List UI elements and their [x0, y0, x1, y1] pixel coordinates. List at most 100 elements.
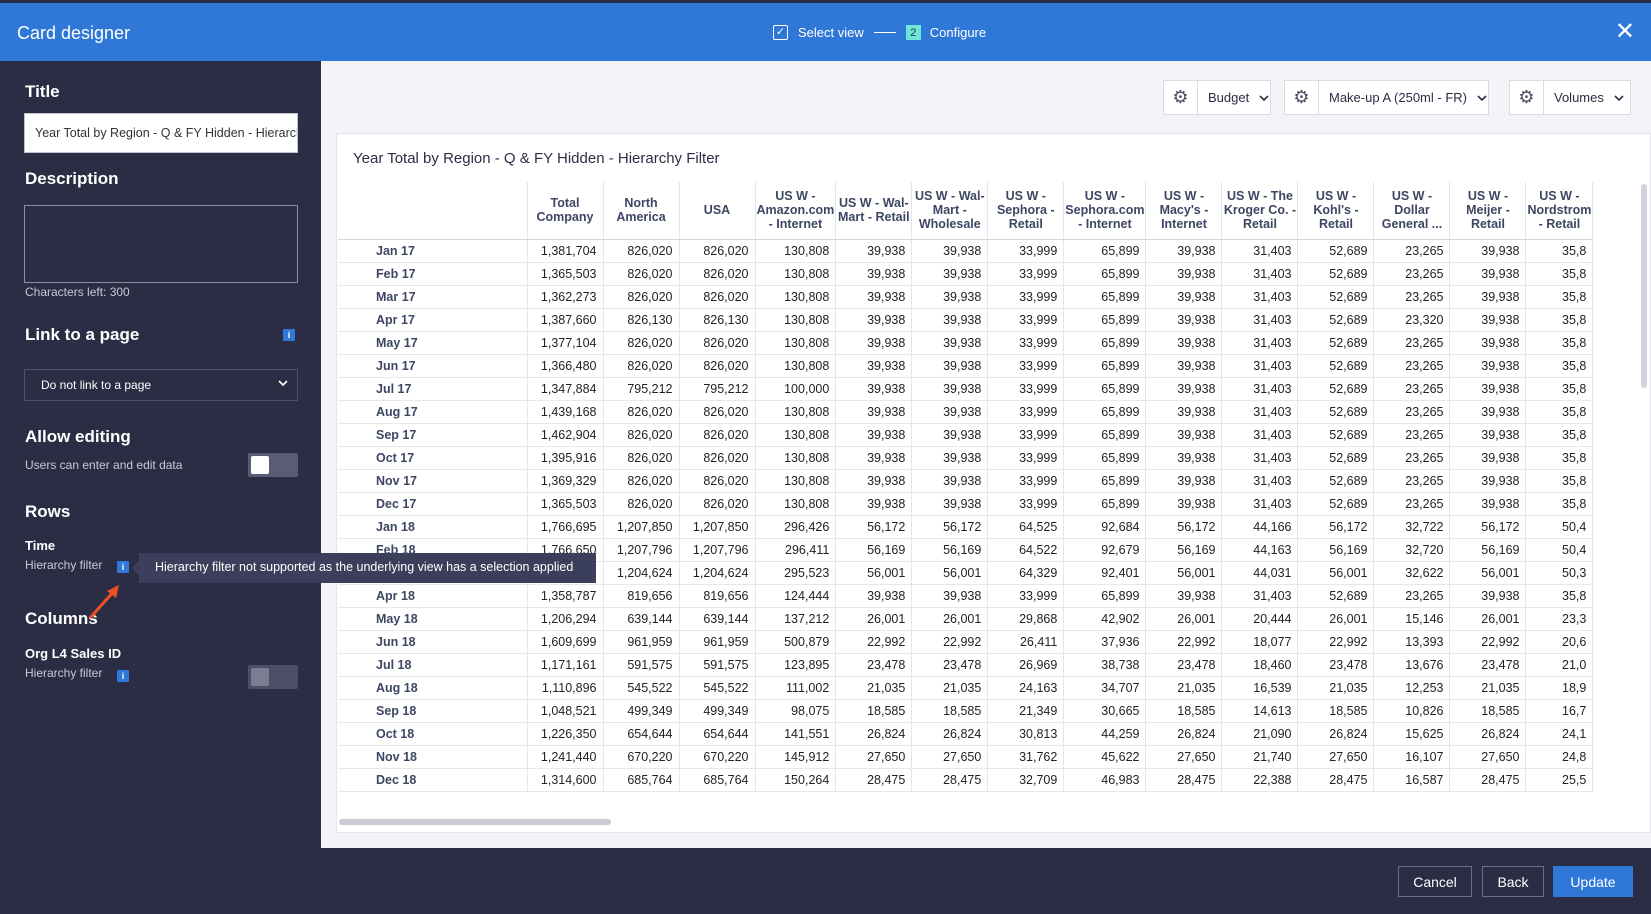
table-cell[interactable]: 56,172 [1145, 515, 1223, 539]
row-header[interactable]: Sep 18 [338, 699, 528, 723]
table-cell[interactable]: 22,992 [911, 630, 989, 654]
column-header[interactable]: North America [603, 182, 680, 240]
table-cell[interactable]: 21,035 [1297, 676, 1375, 700]
table-cell[interactable]: 150,264 [755, 768, 837, 792]
table-cell[interactable]: 39,938 [1145, 262, 1223, 286]
table-cell[interactable]: 654,644 [679, 722, 756, 746]
table-cell[interactable]: 28,475 [1145, 768, 1223, 792]
table-cell[interactable]: 137,212 [755, 607, 837, 631]
table-cell[interactable]: 23,478 [835, 653, 913, 677]
table-cell[interactable]: 685,764 [603, 768, 680, 792]
table-cell[interactable]: 26,824 [1145, 722, 1223, 746]
row-header[interactable]: Jun 17 [338, 354, 528, 378]
table-cell[interactable]: 545,522 [603, 676, 680, 700]
table-cell[interactable]: 826,020 [679, 285, 756, 309]
table-cell[interactable]: 64,329 [987, 561, 1065, 585]
table-cell[interactable]: 39,938 [835, 584, 913, 608]
table-cell[interactable]: 33,999 [987, 377, 1065, 401]
table-cell[interactable]: 21,035 [1449, 676, 1527, 700]
table-cell[interactable]: 22,992 [1297, 630, 1375, 654]
table-cell[interactable]: 35,8 [1525, 400, 1594, 424]
table-cell[interactable]: 33,999 [987, 354, 1065, 378]
table-cell[interactable]: 21,0 [1525, 653, 1594, 677]
table-cell[interactable]: 30,665 [1063, 699, 1147, 723]
column-header[interactable]: US W - Meijer - Retail [1449, 182, 1527, 240]
table-cell[interactable]: 39,938 [835, 308, 913, 332]
table-cell[interactable]: 21,349 [987, 699, 1065, 723]
table-cell[interactable]: 826,020 [679, 400, 756, 424]
table-cell[interactable]: 1,226,350 [527, 722, 604, 746]
table-cell[interactable]: 56,172 [1297, 515, 1375, 539]
table-cell[interactable]: 39,938 [1145, 308, 1223, 332]
table-cell[interactable]: 39,938 [911, 446, 989, 470]
table-cell[interactable]: 10,826 [1373, 699, 1451, 723]
table-cell[interactable]: 1,110,896 [527, 676, 604, 700]
table-cell[interactable]: 1,377,104 [527, 331, 604, 355]
row-header[interactable]: Dec 18 [338, 768, 528, 792]
table-cell[interactable]: 39,938 [1145, 285, 1223, 309]
table-cell[interactable]: 130,808 [755, 423, 837, 447]
table-cell[interactable]: 654,644 [603, 722, 680, 746]
columns-info-icon[interactable]: i [117, 670, 129, 682]
table-cell[interactable]: 33,999 [987, 492, 1065, 516]
table-cell[interactable]: 826,130 [603, 308, 680, 332]
table-cell[interactable]: 39,938 [911, 400, 989, 424]
gear-icon[interactable]: ⚙ [1285, 81, 1319, 114]
table-cell[interactable]: 21,740 [1221, 745, 1299, 769]
row-header[interactable]: Oct 18 [338, 722, 528, 746]
table-cell[interactable]: 21,035 [835, 676, 913, 700]
table-cell[interactable]: 45,622 [1063, 745, 1147, 769]
table-cell[interactable]: 819,656 [603, 584, 680, 608]
table-cell[interactable]: 18,585 [1297, 699, 1375, 723]
table-cell[interactable]: 33,999 [987, 469, 1065, 493]
table-cell[interactable]: 65,899 [1063, 492, 1147, 516]
table-cell[interactable]: 31,403 [1221, 423, 1299, 447]
table-cell[interactable]: 826,020 [603, 354, 680, 378]
table-cell[interactable]: 31,403 [1221, 492, 1299, 516]
table-cell[interactable]: 826,020 [603, 331, 680, 355]
table-cell[interactable]: 52,689 [1297, 239, 1375, 263]
horizontal-scrollbar[interactable] [339, 819, 611, 825]
table-cell[interactable]: 130,808 [755, 262, 837, 286]
table-cell[interactable]: 23,265 [1373, 492, 1451, 516]
table-cell[interactable]: 16,7 [1525, 699, 1594, 723]
table-cell[interactable]: 24,163 [987, 676, 1065, 700]
table-cell[interactable]: 32,709 [987, 768, 1065, 792]
table-cell[interactable]: 39,938 [1449, 239, 1527, 263]
table-cell[interactable]: 28,475 [1449, 768, 1527, 792]
table-cell[interactable]: 826,130 [679, 308, 756, 332]
table-cell[interactable]: 92,684 [1063, 515, 1147, 539]
table-cell[interactable]: 50,3 [1525, 561, 1594, 585]
update-button[interactable]: Update [1553, 866, 1633, 897]
table-cell[interactable]: 33,999 [987, 423, 1065, 447]
table-cell[interactable]: 39,938 [911, 331, 989, 355]
table-cell[interactable]: 16,107 [1373, 745, 1451, 769]
table-cell[interactable]: 65,899 [1063, 285, 1147, 309]
table-cell[interactable]: 1,366,480 [527, 354, 604, 378]
step1-label[interactable]: Select view [798, 25, 864, 40]
table-cell[interactable]: 39,938 [911, 469, 989, 493]
table-cell[interactable]: 39,938 [1449, 492, 1527, 516]
table-cell[interactable]: 26,411 [987, 630, 1065, 654]
table-cell[interactable]: 23,478 [1297, 653, 1375, 677]
table-cell[interactable]: 56,172 [911, 515, 989, 539]
table-cell[interactable]: 30,813 [987, 722, 1065, 746]
table-cell[interactable]: 27,650 [911, 745, 989, 769]
table-cell[interactable]: 31,403 [1221, 354, 1299, 378]
column-header[interactable]: US W - Dollar General ... [1373, 182, 1451, 240]
table-cell[interactable]: 39,938 [1449, 400, 1527, 424]
column-header[interactable]: US W - Amazon.com - Internet [755, 182, 837, 240]
table-cell[interactable]: 39,938 [1145, 446, 1223, 470]
table-cell[interactable]: 52,689 [1297, 377, 1375, 401]
table-cell[interactable]: 56,001 [835, 561, 913, 585]
table-cell[interactable]: 35,8 [1525, 262, 1594, 286]
table-cell[interactable]: 37,936 [1063, 630, 1147, 654]
table-cell[interactable]: 18,585 [911, 699, 989, 723]
table-cell[interactable]: 21,035 [1145, 676, 1223, 700]
table-cell[interactable]: 39,938 [911, 354, 989, 378]
table-cell[interactable]: 639,144 [679, 607, 756, 631]
table-cell[interactable]: 22,992 [1449, 630, 1527, 654]
row-header[interactable]: Mar 17 [338, 285, 528, 309]
table-cell[interactable]: 26,969 [987, 653, 1065, 677]
table-cell[interactable]: 1,207,796 [603, 538, 680, 562]
